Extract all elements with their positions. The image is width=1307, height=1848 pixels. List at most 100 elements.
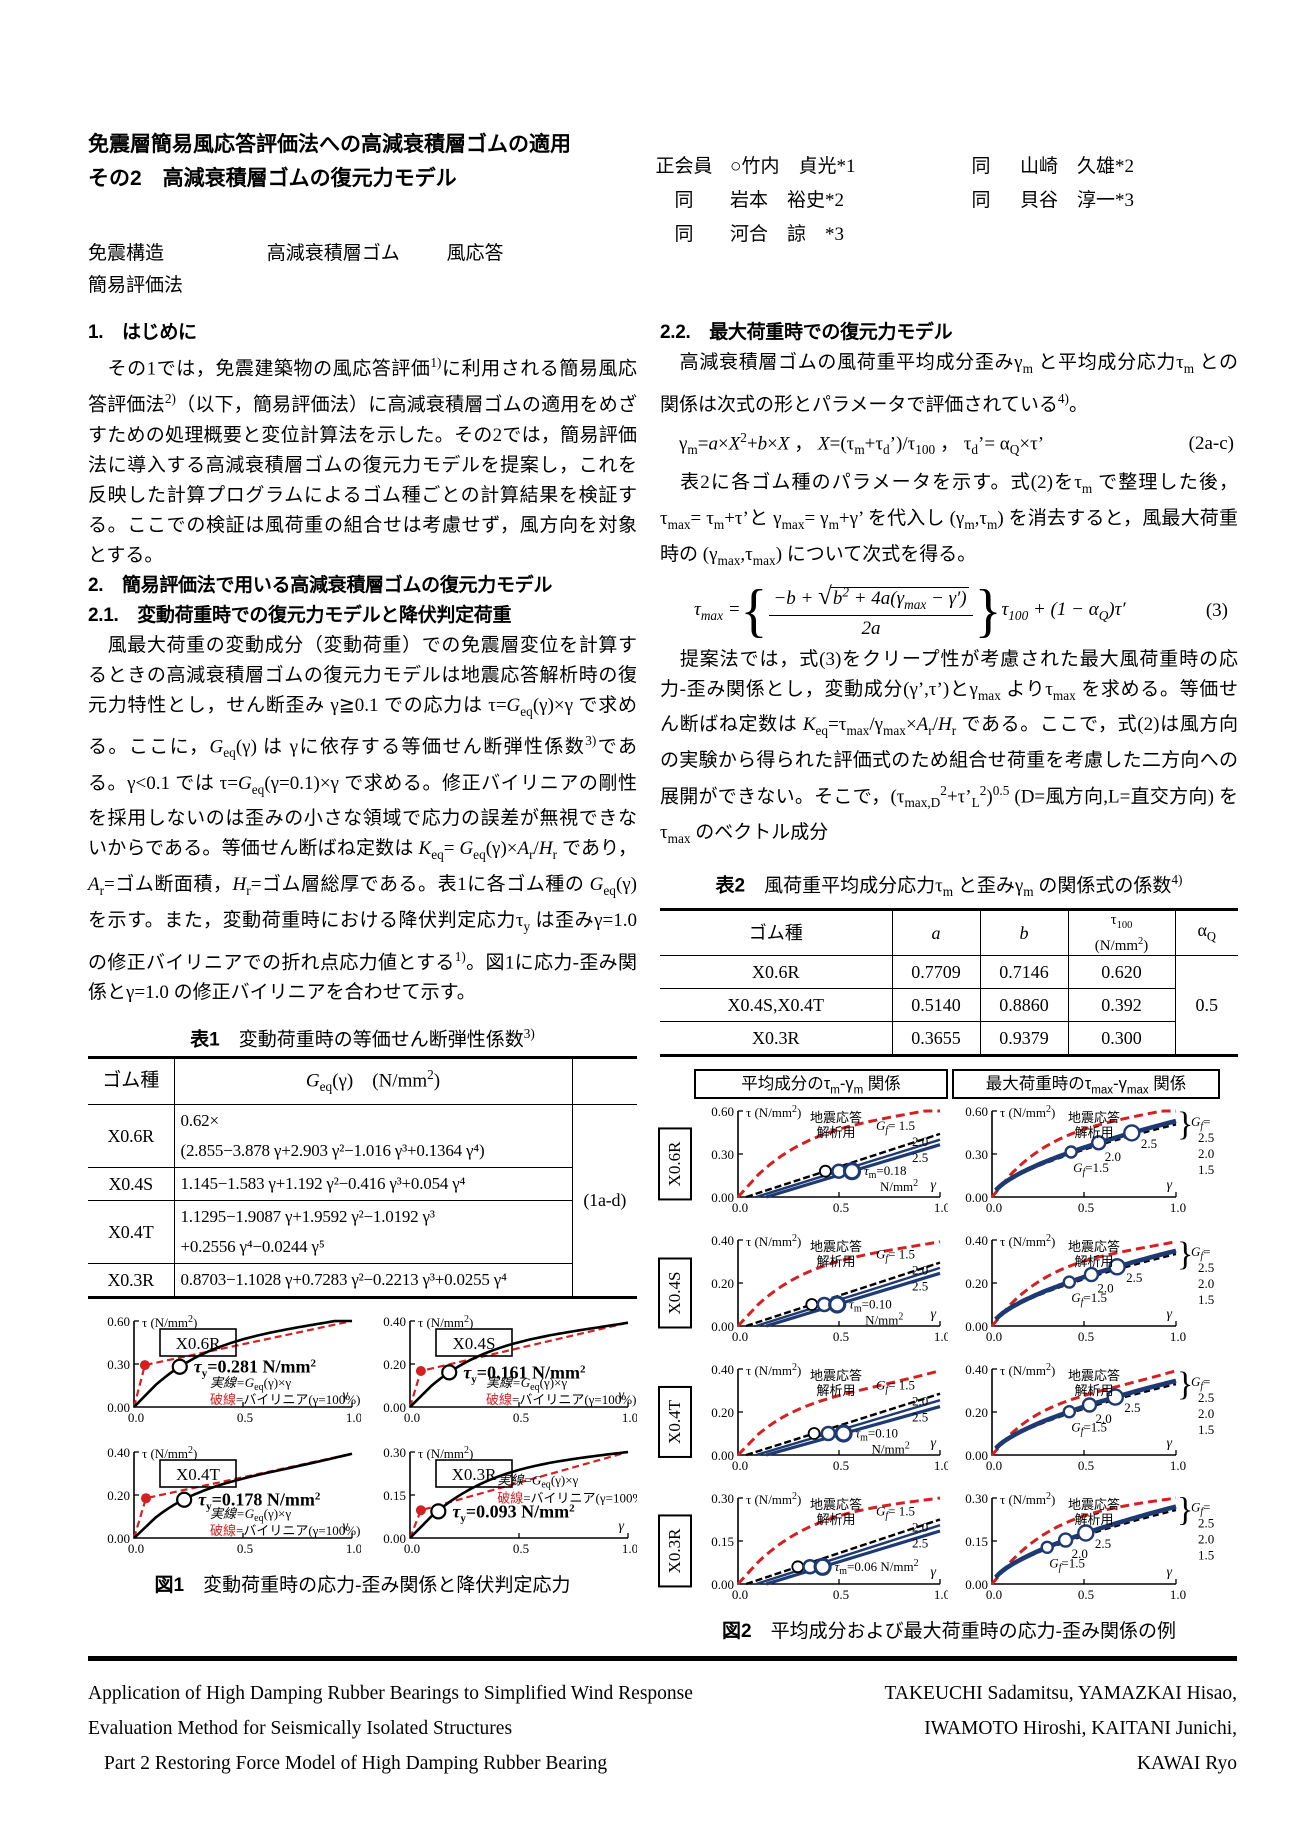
fig2-left-column-header: 平均成分のτm-γm 関係 — [694, 1069, 948, 1100]
gf-point-label: 2.0 — [1072, 1546, 1088, 1561]
table-1-row: X0.4S 1.145−1.583 γ+1.192 γ²−0.416 γ³+0.0… — [88, 1166, 637, 1201]
y-tick-label: 0.20 — [383, 1357, 406, 1372]
equation-3: τmax = { −b + √b2 + 4a(γmax − γ′) 2a } τ… — [660, 581, 1238, 640]
seismic-analysis-curve — [736, 1496, 941, 1586]
x-tick-label: 0.0 — [732, 1329, 748, 1344]
radicand: b2 + 4a(γmax − γ′) — [830, 584, 969, 612]
footer-title-line-1: Application of High Damping Rubber Beari… — [88, 1683, 693, 1704]
seismic-label-line1: 地震応答 — [810, 1110, 862, 1125]
y-tick-label: 0.60 — [107, 1314, 130, 1329]
param-t100: 0.620 — [1067, 955, 1176, 990]
gf-point-label: 2.5 — [1095, 1536, 1111, 1551]
rubber-type: X0.3R — [660, 1021, 893, 1057]
seismic-label-line2: 解析用 — [816, 1512, 855, 1527]
design-point-circle — [1062, 1275, 1077, 1290]
design-point-circle — [828, 1295, 847, 1314]
x-tick-label: 0.0 — [732, 1200, 748, 1215]
table-1-header-geq: Geq(γ) (N/mm2) — [173, 1057, 573, 1105]
table-2-row: X0.6R 0.7709 0.7146 0.620 0.5 — [660, 955, 1238, 1057]
geq-formula: 1.1295−1.9087 γ+1.9592 γ²−1.0192 γ³ +0.25… — [173, 1199, 572, 1264]
section-2-2-paragraph-1: 高減衰積層ゴムの風荷重平均成分歪みγm と平均成分応力τm との関係は次式の形と… — [660, 352, 1239, 416]
footer-authors-line-2: IWAMOTO Hiroshi, KAITANI Junichi, — [924, 1718, 1237, 1739]
yield-point-circle — [176, 1491, 193, 1508]
y-tick-label: 0.00 — [107, 1531, 130, 1546]
gf-line-1.5 — [745, 1261, 941, 1328]
x-tick-label: 1.0 — [346, 1410, 361, 1425]
x-tick-label: 0.5 — [833, 1458, 849, 1473]
fig2-max-chart-X0.3R: 0.000.150.300.0 0.5 1.0τ (N/mm2)γGf=1.52.0… — [965, 1491, 1214, 1602]
figure-2-caption: 図2 平均成分および最大荷重時の応力-歪み関係の例 — [722, 1621, 1176, 1643]
section-2-1-heading: 2.1. 変動荷重時での復元力モデルと降伏判定荷重 — [88, 604, 512, 626]
y-tick-label: 0.20 — [711, 1405, 734, 1420]
gf-bracket-value: 2.0 — [1198, 1532, 1214, 1547]
seismic-label-line2: 解析用 — [816, 1125, 855, 1140]
gf-point-label: 2.5 — [1126, 1270, 1142, 1285]
rubber-type: X0.4S — [88, 1166, 175, 1201]
x-tick-label: 1.0 — [622, 1410, 637, 1425]
footer-authors-line-1: TAKEUCHI Sadamitsu, YAMAZKAI Hisao, — [884, 1683, 1237, 1704]
x-tick-label: 1.0 — [1170, 1200, 1186, 1215]
x-tick-label: 0.5 — [1078, 1458, 1094, 1473]
gf-legend: Gf= 1.5 — [876, 1247, 915, 1265]
rubber-type-label: X0.4S — [453, 1334, 496, 1353]
table-1-header-type: ゴム種 — [88, 1057, 175, 1105]
gf-bracket-value: 2.5 — [1198, 1260, 1214, 1275]
x-tick-label: 0.0 — [732, 1458, 748, 1473]
table-2-header-alpha: αQ — [1174, 909, 1238, 957]
section-2-2-paragraph-2: 表2に各ゴム種のパラメータを示す。式(2)をτm で整理した後，τmax= τm… — [660, 472, 1238, 568]
param-b: 0.7146 — [979, 955, 1069, 990]
bracket: } — [1177, 1236, 1193, 1273]
gf-point-label: 2.5 — [1141, 1136, 1157, 1151]
bilinear-dashed-line — [132, 1319, 353, 1407]
fig2-max-chart-X0.6R: 0.000.300.600.0 0.5 1.0τ (N/mm2)γGf=1.52.0… — [965, 1104, 1214, 1215]
gf-bracket-value: 2.0 — [1198, 1276, 1214, 1291]
rubber-type: X0.6R — [660, 955, 893, 990]
geq-formula: 0.62× (2.855−3.878 γ+2.903 γ²−1.016 γ³+0.… — [173, 1103, 573, 1168]
gf-line-2.5 — [765, 1405, 941, 1457]
gf-bracket-value: 1.5 — [1198, 1162, 1214, 1177]
rubber-type-box — [159, 1327, 237, 1357]
fig2-right-column-header: 最大荷重時のτmax-γmax 関係 — [952, 1069, 1220, 1100]
gf-legend-value: 2.0 — [912, 1263, 928, 1278]
y-tick-label: 0.30 — [965, 1147, 988, 1162]
y-tick-label: 0.30 — [711, 1147, 734, 1162]
radical-sign: √ — [818, 582, 832, 610]
design-point-circle — [1057, 1532, 1074, 1549]
geq-formula: 1.145−1.583 γ+1.192 γ²−0.416 γ³+0.054 γ⁴ — [173, 1166, 572, 1201]
section-2-2-paragraph-3: 提案法では，式(3)をクリープ性が考慮された最大風荷重時の応力-歪み関係とし，変… — [660, 648, 1238, 847]
seismic-label-line2: 解析用 — [816, 1383, 855, 1398]
design-point-circle — [1077, 1524, 1095, 1542]
y-tick-label: 0.30 — [965, 1491, 988, 1506]
y-axis-title: τ (N/mm2) — [1000, 1362, 1055, 1378]
right-column: 2.2. 最大荷重時での復元力モデル 高減衰積層ゴムの風荷重平均成分歪みγm と… — [658, 318, 1239, 1647]
legend-dashed: 破線=バイリニア(γ=100%) — [210, 1523, 360, 1538]
x-tick-label: 0.5 — [1078, 1200, 1094, 1215]
rubber-type-label: X0.6R — [176, 1334, 222, 1353]
x-tick-label: 0.5 — [237, 1410, 253, 1425]
rubber-type-box — [159, 1458, 237, 1488]
y-tick-label: 0.00 — [383, 1531, 406, 1546]
design-point-circle — [1081, 1397, 1098, 1413]
x-tick-label: 0.0 — [986, 1587, 1002, 1602]
solid-stress-strain-curve — [133, 1319, 352, 1408]
y-tick-label: 0.40 — [965, 1233, 988, 1248]
gf-line-2.0 — [755, 1266, 941, 1328]
y-axis-title: τ (N/mm2) — [142, 1445, 197, 1461]
x-axis-title: γ — [930, 1436, 936, 1451]
y-tick-label: 0.30 — [107, 1357, 130, 1372]
y-tick-label: 0.00 — [965, 1319, 988, 1334]
keyword: 免震構造 — [88, 243, 165, 264]
design-point-circle — [1064, 1145, 1078, 1159]
x-axis-title: γ — [1166, 1178, 1172, 1193]
keyword: 高減衰積層ゴム — [266, 243, 400, 264]
title-line-2: その2 高減衰積層ゴムの復元力モデル — [88, 167, 457, 190]
param-a: 0.7709 — [891, 955, 981, 990]
y-axis-title: τ (N/mm2) — [418, 1314, 473, 1330]
footer-title-line-2: Evaluation Method for Seismically Isolat… — [88, 1718, 513, 1739]
table-1-row: X0.6R 0.62× (2.855−3.878 γ+2.903 γ²−1.016 … — [88, 1103, 637, 1298]
x-axis-title: γ — [930, 1565, 936, 1580]
y-axis-title: τ (N/mm2) — [142, 1314, 197, 1330]
x-axis-title: γ — [930, 1178, 936, 1193]
gf-legend-value: 2.5 — [912, 1536, 928, 1551]
design-point-circle — [834, 1424, 853, 1443]
